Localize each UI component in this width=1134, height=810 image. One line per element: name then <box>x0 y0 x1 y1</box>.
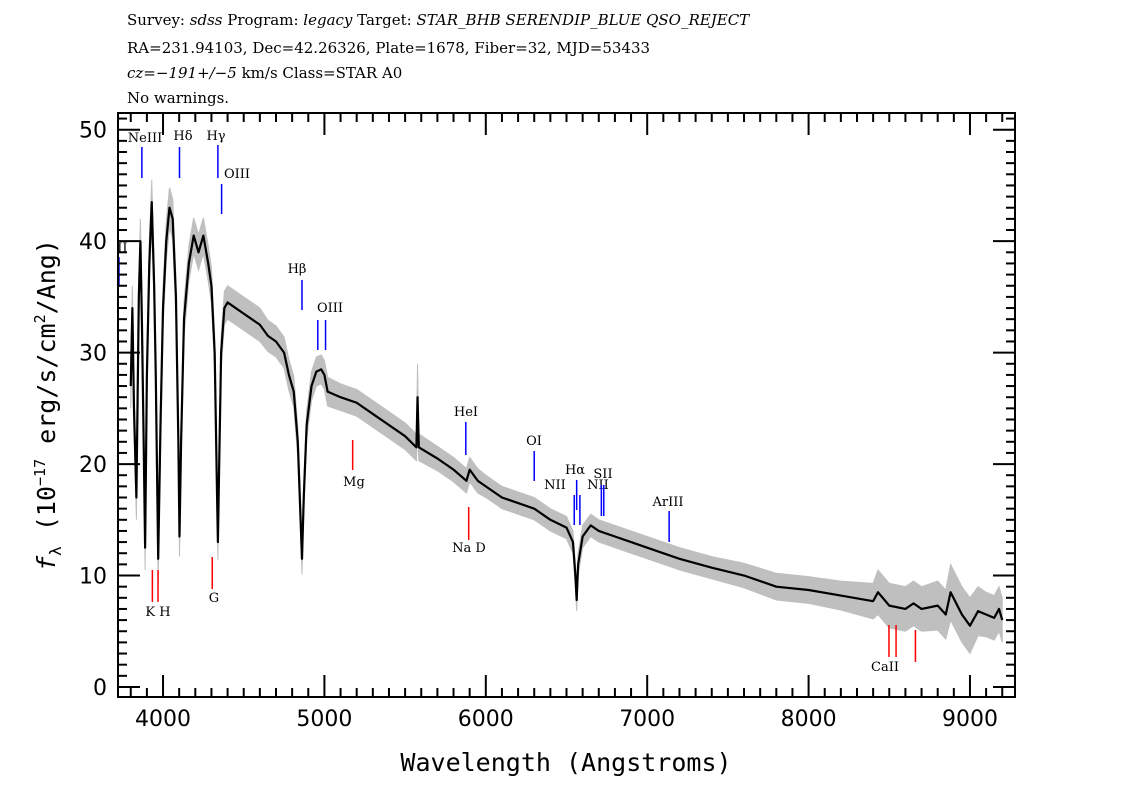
x-tick-label: 9000 <box>942 707 998 732</box>
emission-line-label: Hα <box>565 463 585 478</box>
emission-line-label: Hδ <box>173 129 192 144</box>
emission-line-marker: Hγ <box>206 129 226 178</box>
axes: 4000 5000 6000 7000 8000 9000 0 10 20 30 40 50 <box>79 112 1016 732</box>
emission-line-label: OIII <box>224 167 250 182</box>
header-line-1: Survey: sdss Program: legacy Target: STA… <box>127 11 750 29</box>
absorption-line-marker: K H <box>145 570 171 620</box>
emission-line-marker: NII <box>544 478 575 525</box>
x-tick-label: 6000 <box>458 707 514 732</box>
x-tick-label: 4000 <box>135 707 191 732</box>
emission-line-label: OI <box>526 434 542 449</box>
error-band <box>130 179 1003 655</box>
emission-line-marker: Hα <box>565 463 585 510</box>
header: Survey: sdss Program: legacy Target: STA… <box>127 11 750 107</box>
y-tick-label: 0 <box>93 676 107 701</box>
absorption-line-marker: CaII <box>871 625 917 675</box>
emission-line-marker: ArIII <box>651 495 684 542</box>
emission-line-marker: HeI <box>454 405 478 455</box>
y-tick-label: 20 <box>79 453 107 478</box>
emission-line-marker: NeIII <box>128 131 162 178</box>
absorption-line-label: Mg <box>343 475 365 490</box>
y-axis-title: fλ (10−17 erg/s/cm2/Ang) <box>31 239 65 571</box>
y-tick-label: 30 <box>79 342 107 367</box>
header-line-3: cz=−191+/−5 km/s Class=STAR A0 <box>127 64 402 82</box>
header-line-4: No warnings. <box>127 89 229 107</box>
emission-line-marker: SII <box>593 467 613 516</box>
absorption-line-marker: G <box>209 557 219 606</box>
absorption-line-label: Na D <box>452 541 486 556</box>
emission-line-label: OII <box>107 241 128 256</box>
emission-line-label: ArIII <box>651 495 683 510</box>
emission-line-marker: OIII <box>220 167 250 214</box>
emission-line-label: OIII <box>317 301 343 316</box>
spectrum-line <box>129 201 1004 627</box>
y-tick-label: 50 <box>79 119 107 144</box>
emission-line-label: HeI <box>454 405 478 420</box>
absorption-line-label: CaII <box>871 660 899 675</box>
emission-line-label: SII <box>593 467 612 482</box>
x-tick-label: 8000 <box>781 707 837 732</box>
emission-line-marker: Hβ <box>288 262 307 310</box>
emission-line-label: Hβ <box>288 262 307 277</box>
emission-line-marker: OI <box>526 434 542 481</box>
header-line-2: RA=231.94103, Dec=42.26326, Plate=1678, … <box>127 39 650 57</box>
emission-line-label: Hγ <box>206 129 225 144</box>
x-tick-label: 7000 <box>619 707 675 732</box>
emission-line-marker: Hδ <box>173 129 193 178</box>
emission-line-label: NII <box>544 478 566 493</box>
y-tick-label: 10 <box>79 565 107 590</box>
absorption-line-label: G <box>209 591 219 606</box>
emission-line-marker: OIII <box>317 301 343 350</box>
absorption-line-marker: Mg <box>343 440 365 490</box>
y-tick-label: 40 <box>79 230 107 255</box>
absorption-line-marker: Na D <box>452 507 486 556</box>
x-tick-label: 5000 <box>296 707 352 732</box>
absorption-line-label: K H <box>145 605 170 620</box>
x-axis-title: Wavelength (Angstroms) <box>400 748 731 777</box>
emission-line-label: NeIII <box>128 131 162 146</box>
